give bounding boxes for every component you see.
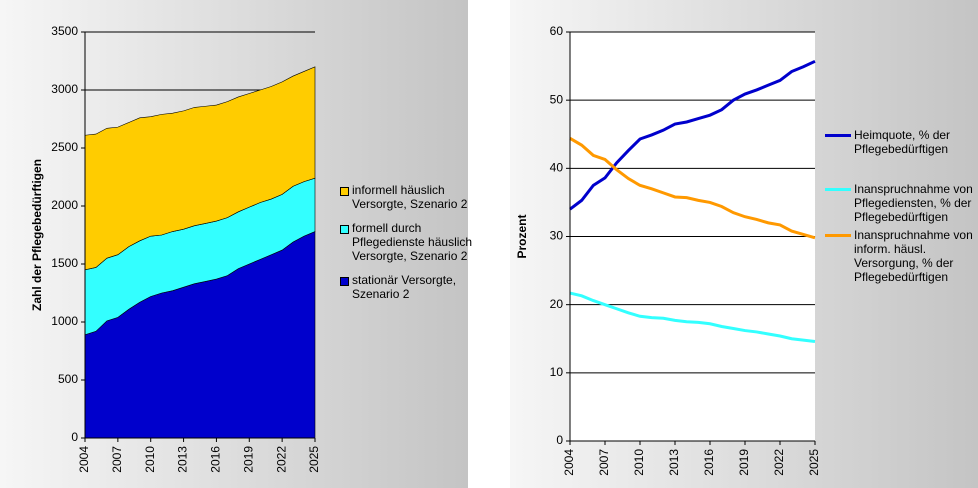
x-tick-label: 2007 [110, 446, 124, 473]
line [569, 59, 816, 211]
y-tick-label: 0 [556, 433, 563, 447]
y-tick-label: 3500 [51, 24, 78, 38]
y-tick-label: 3000 [51, 82, 78, 96]
y-tick-label: 500 [58, 372, 78, 386]
x-tick-label: 2007 [597, 449, 611, 476]
line [569, 137, 816, 240]
y-tick-label: 2000 [51, 198, 78, 212]
x-tick-label: 2013 [667, 449, 681, 476]
legend-label: Inanspruchnahme von Pflegediensten, % de… [854, 182, 973, 224]
x-tick-label: 2019 [737, 449, 751, 476]
legend-item: Inanspruchnahme von inform. häusl. Verso… [825, 228, 975, 284]
chart: 0 500 1000 1500 2000 2500 3000 3500 2004 2007 2010… [30, 24, 321, 473]
y-tick-label: 50 [550, 92, 564, 106]
legend-item: Inanspruchnahme von Pflegediensten, % de… [825, 182, 975, 224]
legend-swatch [825, 234, 851, 237]
legend-swatch [340, 277, 349, 286]
x-tick-label: 2025 [807, 449, 821, 476]
legend-swatch [340, 225, 349, 234]
legend-label: formell durch Pflegedienste häuslich Ver… [352, 221, 473, 263]
y-tick-label: 30 [550, 229, 564, 243]
x-tick-label: 2004 [562, 449, 576, 476]
legend-item: Heimquote, % der Pflegebedürftigen [825, 128, 975, 156]
legend-item: informell häuslich Versorgte, Szenario 2 [340, 183, 490, 211]
x-tick-label: 2010 [143, 446, 157, 473]
legend-label: Inanspruchnahme von inform. häusl. Verso… [854, 228, 973, 284]
x-tick-label: 2016 [702, 449, 716, 476]
y-tick-label: 0 [71, 430, 78, 444]
legend-swatch [825, 188, 851, 191]
y-tick-label: 1500 [51, 256, 78, 270]
legend-label: stationär Versorgte, Szenario 2 [352, 273, 457, 301]
x-tick-label: 2010 [632, 449, 646, 476]
x-tick-label: 2013 [176, 446, 190, 473]
x-tick-label: 2004 [77, 446, 91, 473]
y-tick-label: 60 [550, 24, 564, 38]
y-tick-label: 10 [550, 365, 564, 379]
line [569, 291, 816, 343]
x-tick-label: 2022 [772, 449, 786, 476]
y-tick-label: 20 [550, 297, 564, 311]
legend-label: informell häuslich Versorgte, Szenario 2 [352, 183, 468, 211]
x-tick-label: 2025 [307, 446, 321, 473]
y-tick-label: 2500 [51, 140, 78, 154]
y-axis-label: Prozent [515, 214, 529, 258]
x-tick-label: 2016 [209, 446, 223, 473]
y-tick-label: 40 [550, 161, 564, 175]
x-tick-label: 2019 [241, 446, 255, 473]
chart-panel: 0 10 20 30 40 50 60 2004 2007 2010 2013 2016 2019 202… [510, 0, 978, 488]
chart-panel: 0 500 1000 1500 2000 2500 3000 3500 2004 2007 2010… [0, 0, 472, 488]
y-axis-label: Zahl der Pflegebedürftigen [30, 159, 44, 311]
y-tick-label: 1000 [51, 314, 78, 328]
area [84, 66, 316, 271]
legend-label: Heimquote, % der Pflegebedürftigen [854, 128, 951, 156]
legend: Heimquote, % der Pflegebedürftigen Inansp… [825, 128, 975, 284]
legend-swatch [825, 134, 851, 137]
x-tick-label: 2022 [274, 446, 288, 473]
legend-item: stationär Versorgte, Szenario 2 [340, 273, 490, 301]
legend-item: formell durch Pflegedienste häuslich Ver… [340, 221, 490, 263]
chart: 0 10 20 30 40 50 60 2004 2007 2010 2013 2016 2019 202… [515, 24, 821, 476]
legend-swatch [340, 187, 349, 196]
legend: informell häuslich Versorgte, Szenario 2… [340, 183, 490, 301]
